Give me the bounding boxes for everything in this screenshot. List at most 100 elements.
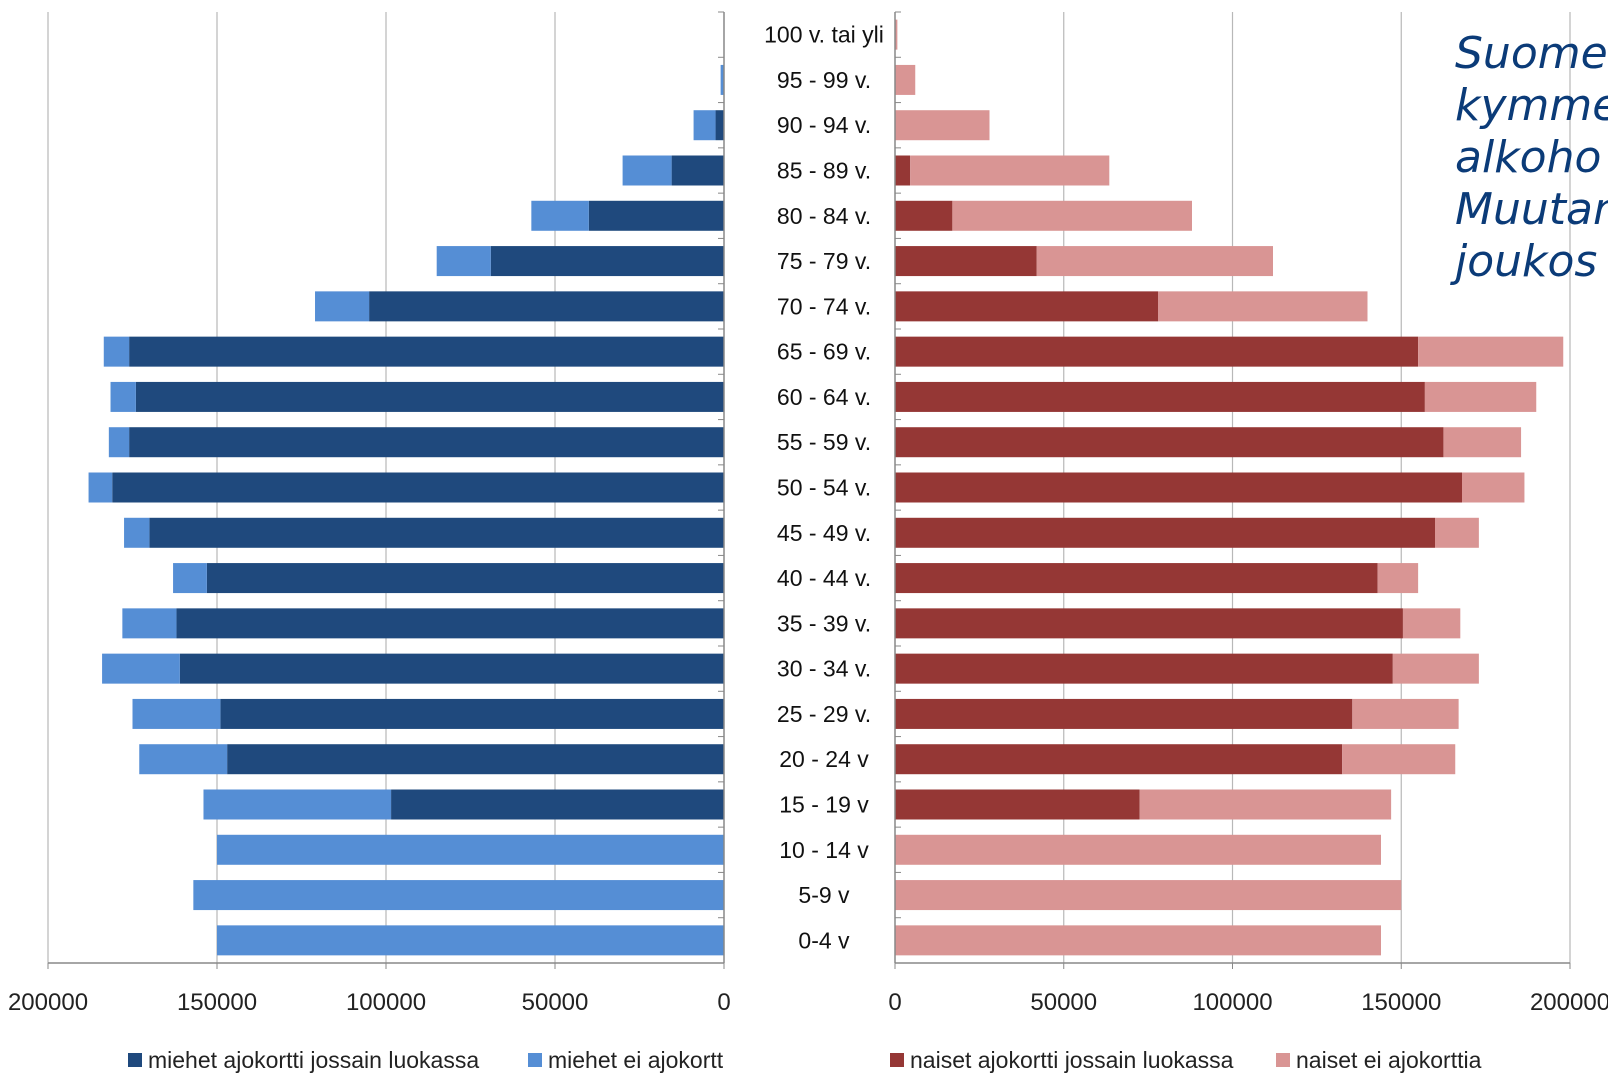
bar-left-s1-12 [173, 563, 207, 594]
bar-right-s0-13 [895, 608, 1403, 639]
bar-left-s1-1 [720, 64, 724, 95]
category-label: 45 - 49 v. [777, 520, 871, 546]
bar-right-s0-7 [895, 336, 1419, 367]
category-label: 70 - 74 v. [777, 293, 871, 319]
bars [88, 19, 1564, 956]
bar-left-s1-6 [315, 291, 370, 322]
bar-right-s0-3 [895, 155, 911, 186]
category-label: 35 - 39 v. [777, 610, 871, 636]
right-x-tick-label: 0 [888, 989, 901, 1016]
bar-left-s1-7 [103, 336, 130, 367]
bar-right-s0-12 [895, 563, 1378, 594]
legend-label-1: miehet ei ajokortt [548, 1047, 724, 1073]
category-labels: 100 v. tai yli 95 - 99 v. 90 - 94 v. 85 - 8… [764, 22, 884, 954]
bar-left-s1-14 [102, 653, 180, 684]
category-label: 55 - 59 v. [777, 429, 871, 455]
bar-right-s1-6 [1158, 291, 1368, 322]
bar-left-s0-16 [227, 744, 724, 775]
bar-right-s0-6 [895, 291, 1159, 322]
category-label: 85 - 89 v. [777, 158, 871, 184]
bar-right-s0-4 [895, 200, 953, 231]
bar-left-s1-18 [217, 834, 724, 865]
category-label: 30 - 34 v. [777, 656, 871, 682]
axes [47, 11, 1571, 969]
bar-left-s1-9 [108, 427, 130, 458]
bar-right-s1-19 [895, 880, 1402, 911]
left-x-tick-label: 100000 [346, 989, 426, 1016]
category-label: 100 v. tai yli [764, 22, 884, 48]
category-label: 65 - 69 v. [777, 339, 871, 365]
category-label: 60 - 64 v. [777, 384, 871, 410]
bar-right-s1-4 [952, 200, 1192, 231]
bar-left-s1-16 [139, 744, 228, 775]
legend: miehet ajokortti jossain luokassa miehet … [128, 1047, 1482, 1073]
right-x-tick-label: 100000 [1192, 989, 1272, 1016]
bar-left-s0-15 [220, 698, 724, 729]
right-x-tick-label: 200000 [1530, 989, 1608, 1016]
bar-left-s1-17 [203, 789, 392, 820]
category-label: 40 - 44 v. [777, 565, 871, 591]
bar-right-s0-16 [895, 744, 1343, 775]
bar-right-s1-7 [1418, 336, 1564, 367]
bar-right-s0-5 [895, 246, 1037, 277]
bar-left-s0-11 [149, 517, 724, 548]
legend-swatch-2 [890, 1053, 904, 1067]
bar-right-s1-2 [895, 110, 990, 141]
right-x-tick-label: 150000 [1361, 989, 1441, 1016]
left-x-tick-label: 150000 [177, 989, 257, 1016]
left-x-tick-label: 200000 [8, 989, 88, 1016]
bar-right-s1-5 [1036, 246, 1273, 277]
category-label: 90 - 94 v. [777, 112, 871, 138]
legend-label-3: naiset ei ajokorttia [1296, 1047, 1482, 1073]
category-label: 75 - 79 v. [777, 248, 871, 274]
bar-left-s0-2 [715, 110, 724, 141]
bar-left-s0-6 [369, 291, 724, 322]
category-label: 25 - 29 v. [777, 701, 871, 727]
category-label: 5-9 v [798, 882, 850, 908]
bar-left-s1-8 [110, 381, 136, 412]
bar-right-s1-12 [1377, 563, 1419, 594]
bar-right-s0-9 [895, 427, 1444, 458]
bar-right-s1-17 [1139, 789, 1392, 820]
bar-left-s0-14 [179, 653, 724, 684]
left-x-tick-label: 50000 [522, 989, 589, 1016]
bar-right-s0-15 [895, 698, 1353, 729]
bar-left-s1-11 [124, 517, 150, 548]
bar-right-s1-14 [1392, 653, 1479, 684]
bar-right-s1-9 [1443, 427, 1522, 458]
bar-left-s0-8 [135, 381, 724, 412]
bar-right-s1-8 [1424, 381, 1537, 412]
bar-left-s1-15 [132, 698, 221, 729]
tick-labels: 200000 150000 100000 50000 0 0 50000 100000 1500… [8, 989, 1608, 1016]
bar-left-s0-9 [129, 427, 724, 458]
bar-right-s1-20 [895, 925, 1381, 956]
bar-left-s0-7 [129, 336, 724, 367]
bar-left-s1-2 [693, 110, 716, 141]
bar-right-s1-10 [1462, 472, 1525, 503]
bar-left-s0-10 [112, 472, 725, 503]
bar-right-s0-8 [895, 381, 1425, 412]
bar-left-s1-20 [217, 925, 724, 956]
bar-left-s0-17 [391, 789, 724, 820]
legend-label-2: naiset ajokortti jossain luokassa [910, 1047, 1234, 1073]
bar-left-s0-5 [490, 246, 724, 277]
bar-right-s1-16 [1342, 744, 1456, 775]
bar-left-s1-13 [122, 608, 177, 639]
bar-right-s1-0 [895, 19, 898, 50]
legend-label-0: miehet ajokortti jossain luokassa [148, 1047, 479, 1073]
bar-right-s1-1 [895, 64, 916, 95]
bar-right-s1-11 [1435, 517, 1479, 548]
bar-right-s1-3 [910, 155, 1110, 186]
bar-right-s0-11 [895, 517, 1435, 548]
bar-left-s0-13 [176, 608, 724, 639]
category-label: 15 - 19 v [779, 792, 869, 818]
bar-right-s0-10 [895, 472, 1462, 503]
right-x-tick-label: 50000 [1030, 989, 1097, 1016]
bar-left-s1-4 [531, 200, 589, 231]
bar-right-s0-14 [895, 653, 1393, 684]
bar-left-s1-5 [436, 246, 491, 277]
category-label: 50 - 54 v. [777, 475, 871, 501]
bar-right-s1-18 [895, 834, 1381, 865]
category-label: 10 - 14 v [779, 837, 869, 863]
bar-left-s1-10 [88, 472, 113, 503]
